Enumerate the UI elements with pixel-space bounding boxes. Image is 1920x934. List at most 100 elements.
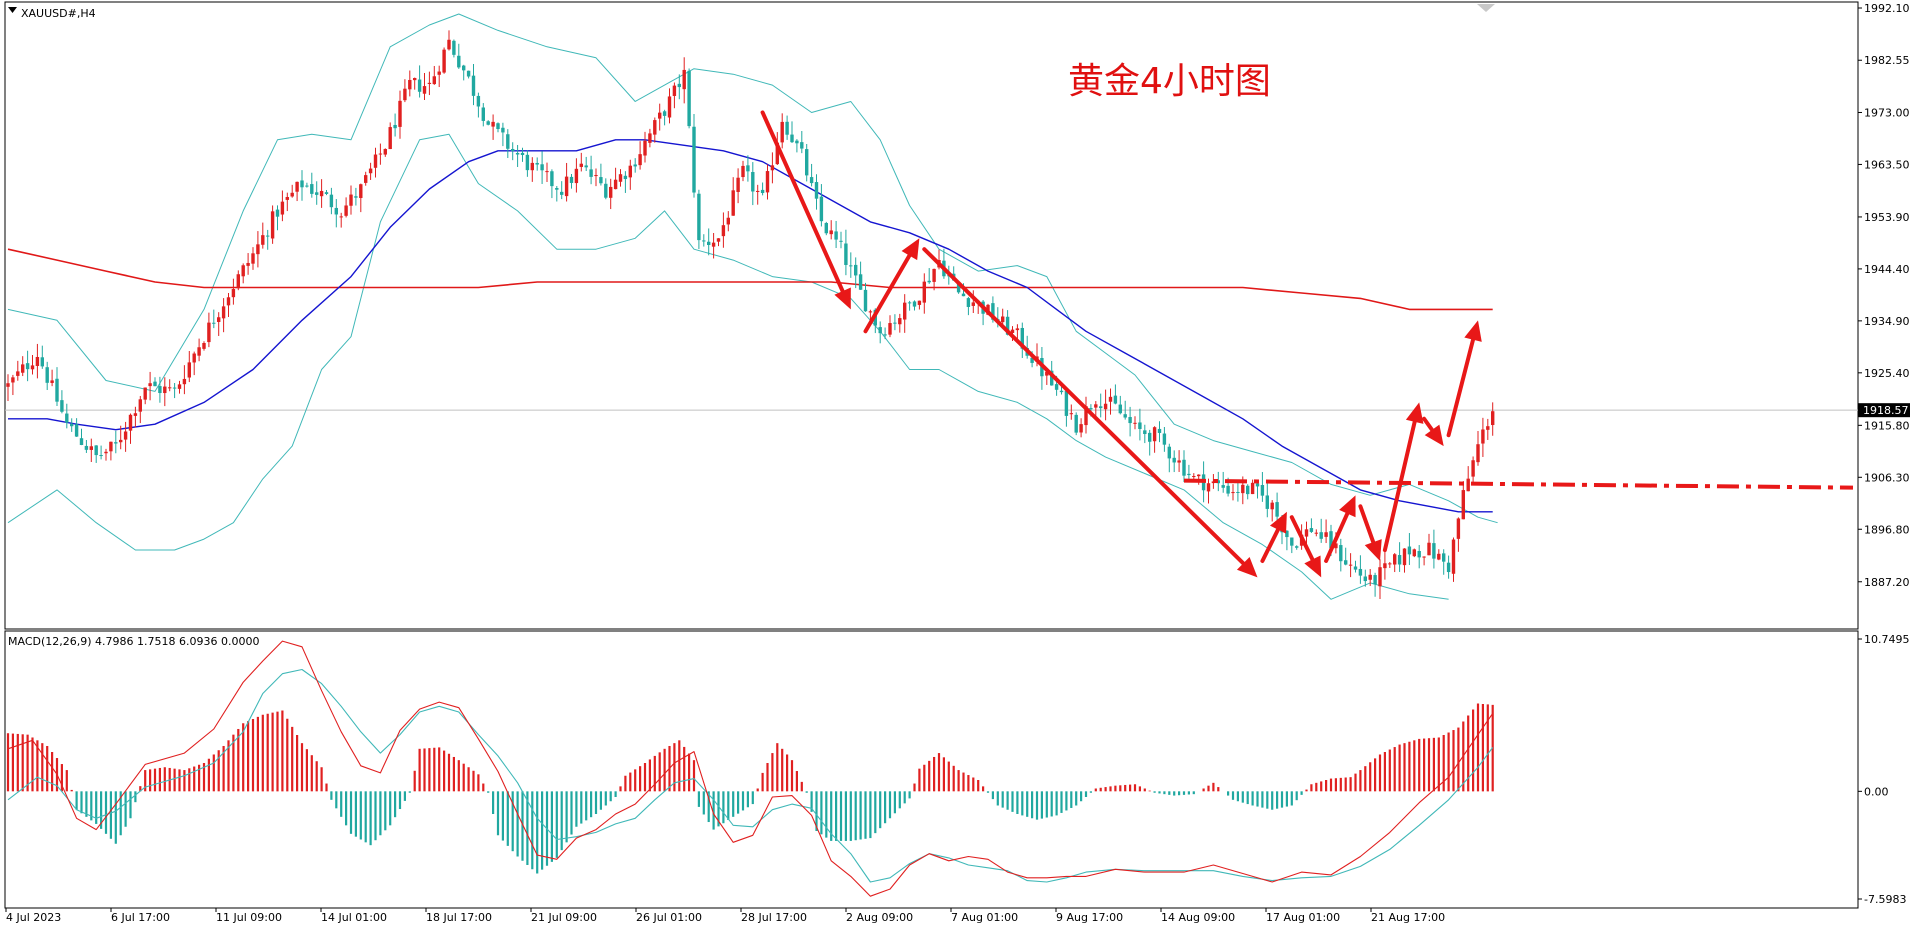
candle-body	[1363, 576, 1367, 582]
candle-body	[138, 399, 142, 412]
candle-body	[1089, 408, 1093, 410]
candle-body	[844, 243, 848, 265]
candle-body	[839, 240, 843, 242]
candle-body	[569, 176, 574, 183]
candle-body	[594, 175, 598, 177]
candle-body	[511, 148, 515, 151]
time-tick-label: 9 Aug 17:00	[1056, 911, 1123, 924]
candle-body	[256, 244, 260, 255]
candle-body	[50, 380, 54, 383]
candle-body	[1099, 406, 1103, 409]
candle-body	[1216, 480, 1220, 484]
candle-body	[515, 152, 520, 155]
price-tick-label: 1992.10	[1864, 2, 1910, 15]
price-tick-label: 1944.40	[1864, 263, 1910, 276]
macd-histogram	[6, 703, 1494, 874]
candle-body	[1290, 537, 1294, 546]
candle-body	[520, 152, 525, 156]
candle-body	[1285, 530, 1289, 538]
candle-body	[932, 268, 936, 282]
candle-body	[432, 76, 436, 85]
candle-body	[956, 282, 961, 293]
current-price-tag: 1918.57	[1858, 403, 1910, 418]
candle-body	[359, 184, 363, 199]
candle-body	[1133, 422, 1137, 424]
candle-body	[447, 39, 451, 50]
candle-body	[560, 191, 564, 195]
trend-arrow-shaft	[1382, 419, 1417, 553]
candle-body	[60, 400, 64, 412]
candle-body	[795, 140, 799, 144]
time-tick-label: 26 Jul 01:00	[636, 911, 702, 924]
candle-body	[35, 356, 40, 366]
candle-body	[70, 423, 74, 427]
macd-tick-label: 0.00	[1864, 785, 1889, 798]
candle-body	[21, 364, 25, 373]
trend-arrow-shaft	[1289, 515, 1315, 562]
candle-body	[731, 190, 735, 216]
candle-body	[324, 192, 329, 194]
candle-body	[1148, 432, 1152, 442]
time-tick-label: 14 Aug 09:00	[1161, 911, 1235, 924]
candle-body	[79, 438, 84, 445]
macd-pane[interactable]: 10.7495 0.00 -7.5983 MACD(12,26,9) 4.7986 …	[4, 630, 1910, 909]
candle-body	[1162, 433, 1167, 445]
ma-mid-line	[8, 139, 1493, 513]
candle-body	[702, 240, 706, 242]
candle-body	[290, 192, 294, 197]
candle-body	[648, 133, 652, 143]
candle-body	[172, 387, 177, 389]
candle-body	[814, 182, 819, 199]
candle-body	[231, 289, 236, 298]
candle-body	[221, 306, 226, 319]
candle-body	[1348, 564, 1353, 566]
candle-body	[99, 455, 103, 457]
candle-body	[481, 107, 485, 121]
candle-body	[907, 302, 912, 304]
price-tick-label: 1906.30	[1864, 471, 1910, 484]
candle-body	[760, 189, 765, 194]
candle-body	[114, 442, 118, 444]
trend-arrow-head	[1236, 556, 1258, 578]
shift-marker-icon[interactable]	[1477, 4, 1495, 12]
candle-body	[383, 149, 387, 155]
candle-body	[687, 70, 691, 127]
time-tick-label: 14 Jul 01:00	[321, 911, 387, 924]
candle-body	[633, 164, 637, 167]
price-tick-label: 1915.80	[1864, 419, 1910, 432]
candle-body	[1451, 539, 1456, 574]
candle-body	[1187, 473, 1191, 476]
candle-body	[1236, 491, 1240, 493]
candle-body	[408, 79, 412, 90]
bollinger-upper-line	[7, 13, 1498, 524]
candle-body	[1001, 316, 1005, 323]
candle-body	[756, 190, 760, 192]
candle-body	[437, 71, 441, 75]
candle-body	[888, 323, 892, 335]
candle-body	[266, 235, 270, 237]
candle-body	[275, 209, 280, 217]
time-axis: 4 Jul 2023 6 Jul 17:00 11 Jul 09:00 14 Jul …	[5, 908, 1445, 924]
candle-body	[491, 121, 495, 127]
time-tick-label: 7 Aug 01:00	[951, 911, 1018, 924]
current-price-label: 1918.57	[1863, 404, 1909, 417]
candle-body	[305, 185, 309, 187]
candle-body	[16, 371, 20, 376]
candle-body	[1113, 395, 1118, 404]
collapse-triangle-icon[interactable]	[8, 7, 17, 13]
candle-body	[741, 165, 745, 178]
candle-body	[25, 363, 30, 370]
price-axis: 1992.10 1982.55 1973.00 1963.50 1953.90 1944.…	[1858, 2, 1910, 589]
candle-body	[912, 301, 917, 307]
price-pane[interactable]: 1992.10 1982.55 1973.00 1963.50 1953.90 1944.…	[4, 1, 1910, 630]
candle-body	[1079, 424, 1083, 433]
candle-body	[1402, 548, 1407, 566]
candle-body	[393, 124, 397, 129]
candle-body	[927, 280, 931, 283]
trend-arrow-head	[1464, 320, 1482, 342]
candle-body	[707, 241, 711, 246]
candle-body	[153, 381, 157, 387]
candle-body	[1255, 483, 1260, 487]
